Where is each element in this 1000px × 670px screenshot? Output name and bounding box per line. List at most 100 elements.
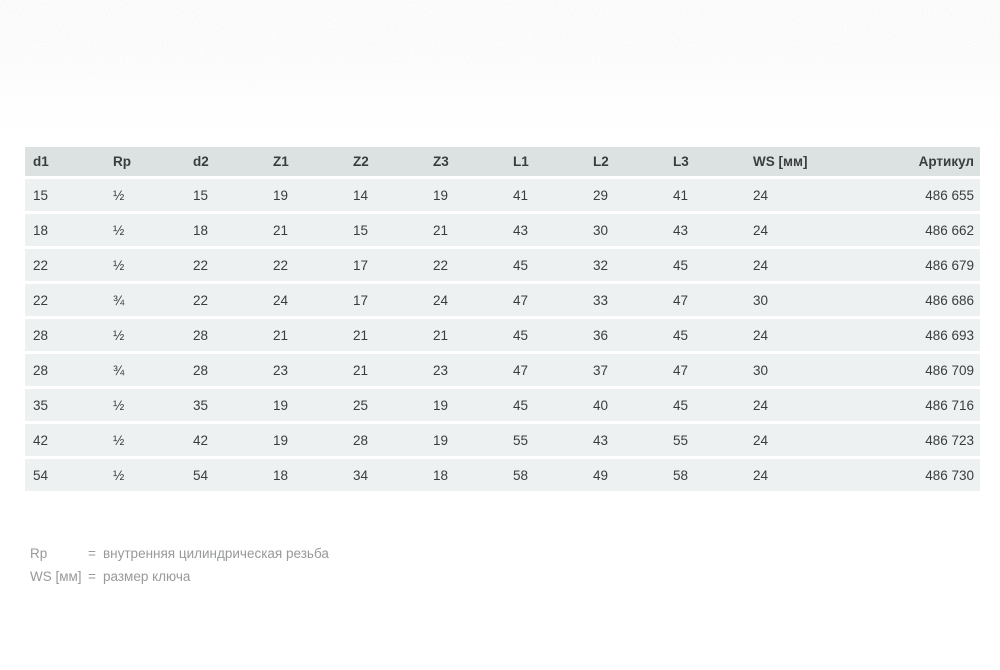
table-cell: 19 (265, 424, 345, 456)
table-cell: 45 (505, 389, 585, 421)
col-header-l3: L3 (665, 147, 745, 176)
legend-equals: = (88, 546, 96, 561)
table-cell: 22 (185, 249, 265, 281)
table-cell: 14 (345, 179, 425, 211)
table-cell: 47 (665, 284, 745, 316)
table-row: 28 ¾ 28 23 21 23 47 37 47 30 486 709 (25, 354, 980, 386)
faded-print-artifact (0, 0, 1000, 140)
legend-item-ws: WS [мм] = размер ключа (30, 565, 329, 588)
legend-equals: = (88, 569, 96, 584)
table-cell: 21 (345, 354, 425, 386)
table-cell: 36 (585, 319, 665, 351)
table-cell: 28 (185, 354, 265, 386)
col-header-z1: Z1 (265, 147, 345, 176)
table-cell: 24 (745, 459, 905, 491)
table-cell: 35 (25, 389, 105, 421)
legend-term: WS [мм] (30, 569, 82, 584)
table-cell: 45 (505, 319, 585, 351)
table-cell: 24 (745, 389, 905, 421)
table-cell: 15 (185, 179, 265, 211)
table-cell: 17 (345, 284, 425, 316)
table-cell: ½ (105, 214, 185, 246)
table-cell: 19 (425, 424, 505, 456)
table-cell: 29 (585, 179, 665, 211)
article-cell: 486 655 (905, 179, 980, 211)
article-cell: 486 693 (905, 319, 980, 351)
table-cell: 15 (25, 179, 105, 211)
table-cell: 58 (505, 459, 585, 491)
table-cell: 23 (265, 354, 345, 386)
table-cell: 47 (665, 354, 745, 386)
table-cell: 28 (185, 319, 265, 351)
col-header-z2: Z2 (345, 147, 425, 176)
table-cell: 19 (265, 389, 345, 421)
col-header-ws: WS [мм] (745, 147, 905, 176)
table-row: 28 ½ 28 21 21 21 45 36 45 24 486 693 (25, 319, 980, 351)
article-cell: 486 679 (905, 249, 980, 281)
table-cell: 33 (585, 284, 665, 316)
article-cell: 486 686 (905, 284, 980, 316)
table-cell: 19 (425, 389, 505, 421)
article-cell: 486 716 (905, 389, 980, 421)
table-cell: 18 (185, 214, 265, 246)
table-cell: ¾ (105, 284, 185, 316)
col-header-d1: d1 (25, 147, 105, 176)
table-cell: 55 (505, 424, 585, 456)
legend-item-rp: Rp = внутренняя цилиндрическая резьба (30, 542, 329, 565)
table-cell: ½ (105, 389, 185, 421)
table-cell: 42 (25, 424, 105, 456)
table-cell: 45 (505, 249, 585, 281)
legend-definition: размер ключа (103, 569, 191, 584)
table-cell: ¾ (105, 354, 185, 386)
col-header-z3: Z3 (425, 147, 505, 176)
legend-definition: внутренняя цилиндрическая резьба (103, 546, 329, 561)
table-row: 35 ½ 35 19 25 19 45 40 45 24 486 716 (25, 389, 980, 421)
table-cell: ½ (105, 179, 185, 211)
noise-texture (0, 0, 1000, 140)
table-cell: 15 (345, 214, 425, 246)
legend-term: Rp (30, 546, 48, 561)
table-cell: 40 (585, 389, 665, 421)
table-row: 54 ½ 54 18 34 18 58 49 58 24 486 730 (25, 459, 980, 491)
table-cell: 24 (745, 179, 905, 211)
table-cell: 28 (25, 319, 105, 351)
table-cell: 49 (585, 459, 665, 491)
table-cell: ½ (105, 319, 185, 351)
table-cell: 18 (265, 459, 345, 491)
table-cell: 24 (745, 424, 905, 456)
table-cell: 21 (265, 214, 345, 246)
table-cell: 22 (425, 249, 505, 281)
table-cell: ½ (105, 249, 185, 281)
article-cell: 486 723 (905, 424, 980, 456)
table-cell: ½ (105, 424, 185, 456)
table-cell: 35 (185, 389, 265, 421)
table-cell: 28 (345, 424, 425, 456)
table-cell: 47 (505, 354, 585, 386)
table-cell: 47 (505, 284, 585, 316)
footnote-legend: Rp = внутренняя цилиндрическая резьба WS… (30, 542, 329, 588)
table-cell: 22 (25, 284, 105, 316)
table-cell: 45 (665, 389, 745, 421)
table-cell: 34 (345, 459, 425, 491)
table-cell: 23 (425, 354, 505, 386)
table-cell: 45 (665, 249, 745, 281)
table-cell: ½ (105, 459, 185, 491)
table-cell: 22 (265, 249, 345, 281)
table-cell: 21 (265, 319, 345, 351)
table-cell: 21 (345, 319, 425, 351)
table-cell: 30 (745, 354, 905, 386)
header-row: d1 Rp d2 Z1 Z2 Z3 L1 L2 L3 WS [мм] Артик… (25, 147, 980, 176)
table-cell: 37 (585, 354, 665, 386)
table-cell: 25 (345, 389, 425, 421)
table-cell: 18 (25, 214, 105, 246)
col-header-d2: d2 (185, 147, 265, 176)
table-cell: 19 (265, 179, 345, 211)
table-cell: 19 (425, 179, 505, 211)
table-cell: 24 (745, 319, 905, 351)
article-cell: 486 730 (905, 459, 980, 491)
table-row: 22 ½ 22 22 17 22 45 32 45 24 486 679 (25, 249, 980, 281)
table-cell: 32 (585, 249, 665, 281)
table-cell: 21 (425, 319, 505, 351)
table-cell: 24 (425, 284, 505, 316)
